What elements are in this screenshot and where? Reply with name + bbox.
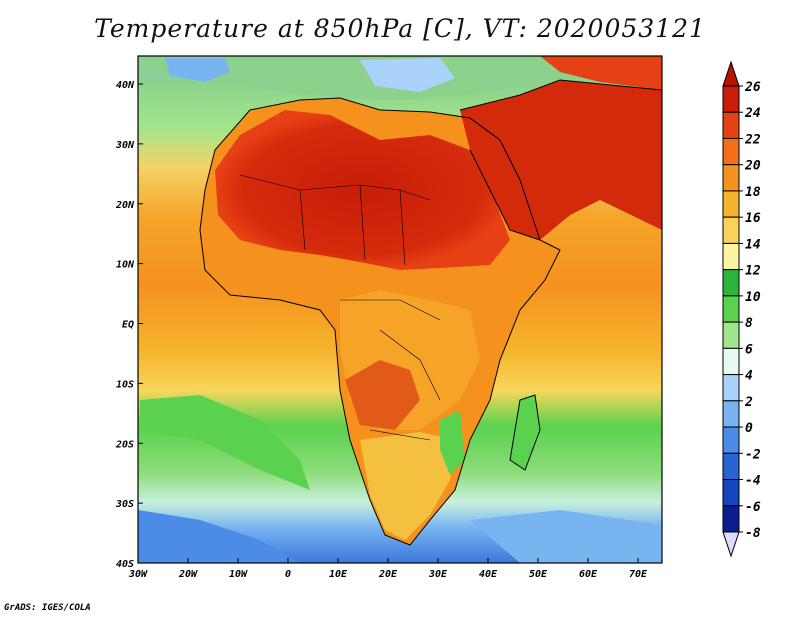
colorbar-level-label: 20 <box>744 159 761 174</box>
colorbar-level-label: 0 <box>745 421 753 436</box>
colorbar-swatch <box>722 216 740 244</box>
colorbar-swatch <box>722 295 740 323</box>
colorbar-level-label: 6 <box>745 342 753 357</box>
colorbar-level-label: 8 <box>745 316 753 331</box>
madagascar-coastline <box>509 394 541 471</box>
colorbar-level-label: 26 <box>744 80 761 95</box>
grads-credit: GrADS: IGES/COLA <box>4 603 91 613</box>
colorbar-bottom-arrow <box>722 531 740 558</box>
lat-tick-label: 20S <box>115 439 134 450</box>
balkan-cold-patch <box>360 58 455 92</box>
map-field <box>138 56 662 563</box>
lon-tick-label: 10E <box>329 569 348 580</box>
colorbar-level-label: 10 <box>745 290 761 305</box>
colorbar-level-label: 22 <box>744 132 761 147</box>
lat-tick-label: 10S <box>116 379 134 390</box>
colorbar-level-label: -4 <box>745 474 761 489</box>
arabia-coastline <box>459 79 663 241</box>
latitude-axis: 40N 30N 20N 10N EQ 10S 20S 30S 40S <box>115 80 143 570</box>
colorbar-swatch <box>722 452 740 481</box>
iran-warm-patch <box>540 56 662 90</box>
colorbar-top-arrow <box>722 60 740 87</box>
lon-tick-label: 60E <box>579 569 598 580</box>
lon-tick-label: 20E <box>378 569 398 580</box>
lon-tick-label: 0 <box>285 569 291 580</box>
colorbar-level-label: 14 <box>745 237 761 252</box>
colorbar-swatch <box>722 137 740 166</box>
lat-tick-label: 30S <box>115 499 134 510</box>
colorbar-level-label: -2 <box>745 447 761 462</box>
angola-warm-patch <box>345 360 420 430</box>
colorbar-level-label: 2 <box>744 395 753 410</box>
lat-tick-label: 40S <box>116 559 134 570</box>
colorbar-level-label: 12 <box>745 264 761 279</box>
colorbar-swatch <box>722 111 740 139</box>
colorbar-level-label: -8 <box>745 526 761 541</box>
colorbar-level-label: 18 <box>745 185 761 200</box>
lat-tick-label: 20N <box>115 200 135 211</box>
colorbar-swatch <box>722 242 740 271</box>
colorbar-swatch <box>722 374 740 402</box>
lon-tick-label: 10W <box>229 569 248 580</box>
atlantic-cold-patch <box>165 58 230 82</box>
country-borders <box>239 174 441 441</box>
colorbar-swatch <box>722 347 740 376</box>
mozambique-cool-patch <box>440 410 465 475</box>
sahara-hot-core <box>215 110 510 270</box>
lon-tick-label: 30E <box>428 569 448 580</box>
madagascar-field <box>510 395 540 470</box>
colorbar-swatch <box>722 164 740 192</box>
lat-tick-label: 10N <box>116 260 135 271</box>
colorbar-swatch <box>722 426 740 454</box>
africa-coastline <box>199 97 561 546</box>
colorbar-swatch <box>722 505 740 533</box>
lat-tick-label: 40N <box>116 80 135 91</box>
colorbar-swatch <box>722 85 740 113</box>
lon-tick-label: 20W <box>178 569 198 580</box>
arabia-hot-zone <box>460 80 662 240</box>
southern-africa-field <box>360 432 455 540</box>
colorbar-level-label: 24 <box>744 106 761 121</box>
colorbar-level-label: 4 <box>745 369 753 384</box>
longitude-axis: 30W 20W 10W 0 10E 20E 30E 40E 50E 60E 70E <box>128 558 648 580</box>
lat-tick-label: EQ <box>122 320 134 331</box>
colorbar-swatch <box>722 400 740 428</box>
south-atlantic-cold-patch <box>138 510 300 563</box>
south-atlantic-green-band <box>140 395 310 490</box>
colorbar-swatch <box>722 321 740 349</box>
lon-tick-label: 50E <box>529 569 548 580</box>
colorbar-swatch <box>722 190 740 218</box>
colorbar-level-label: 16 <box>745 211 761 226</box>
south-indian-cold-patch <box>470 510 662 563</box>
chart-title: Temperature at 850hPa [C], VT: 202005312… <box>94 14 706 43</box>
colorbar-swatch <box>722 269 740 297</box>
lon-tick-label: 70E <box>629 569 648 580</box>
colorbar-swatch <box>722 479 740 507</box>
lon-tick-label: 30W <box>128 569 148 580</box>
lat-tick-label: 30N <box>115 140 135 151</box>
lon-tick-label: 40E <box>479 569 498 580</box>
colorbar-level-label: -6 <box>745 500 761 515</box>
map-frame <box>137 55 663 564</box>
